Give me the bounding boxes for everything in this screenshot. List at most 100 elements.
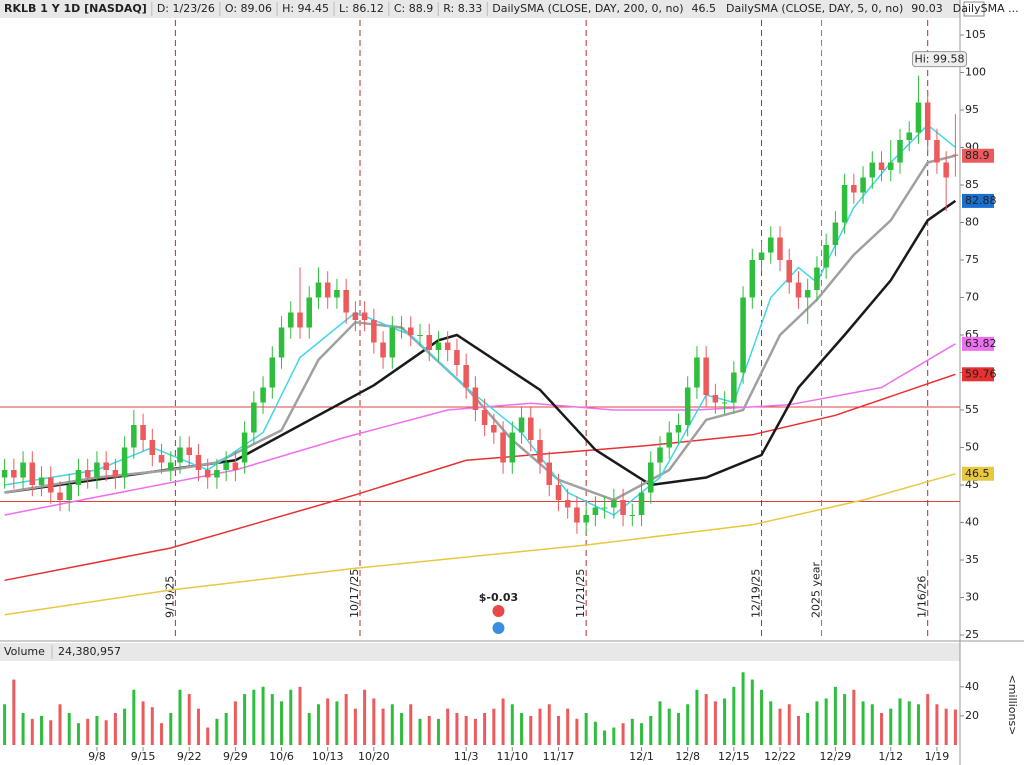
event-label: 10/17/25 — [348, 569, 361, 618]
candle-body — [454, 350, 460, 365]
volume-bar — [270, 694, 274, 745]
candle-body — [878, 162, 885, 170]
volume-bar — [316, 704, 320, 745]
volume-bar — [196, 708, 200, 745]
candle-body — [204, 470, 211, 478]
x-tick-label: 1/12 — [878, 750, 903, 763]
event-label: 2025 year — [810, 561, 823, 618]
event-label: 12/19/25 — [750, 569, 763, 618]
x-tick-label: 12/15 — [718, 750, 750, 763]
volume-bar — [538, 708, 542, 745]
candle-body — [103, 462, 109, 470]
volume-bar — [104, 720, 108, 745]
volume-bar — [344, 694, 348, 745]
candle-body — [703, 357, 709, 395]
volume-bar — [326, 698, 330, 745]
volume-bar — [741, 672, 745, 745]
candle-body — [168, 462, 174, 470]
x-tick-label: 9/29 — [223, 750, 248, 763]
volume-bar — [206, 727, 210, 745]
x-tick-label: 11/17 — [543, 750, 575, 763]
volume-bar — [520, 713, 524, 745]
candle-body — [648, 462, 654, 493]
volume-bar — [215, 718, 219, 745]
y-tick-label: 45 — [965, 478, 979, 491]
candle-body — [20, 462, 26, 478]
candle-body — [131, 425, 137, 448]
x-tick-label: 11/3 — [454, 750, 479, 763]
price-tag — [962, 367, 994, 382]
candle-body — [952, 154, 959, 156]
x-tick-label: 9/22 — [177, 750, 202, 763]
header-readout: R: 8.33 — [443, 2, 482, 15]
volume-bar — [86, 718, 90, 745]
volume-bar — [160, 723, 164, 745]
volume-bar — [501, 698, 505, 745]
volume-bar — [713, 701, 717, 745]
candle-body — [417, 335, 423, 336]
high-marker-box — [911, 51, 967, 68]
volume-bar — [732, 686, 736, 745]
candle-body — [112, 470, 119, 478]
candle-body — [583, 515, 589, 523]
candle-body — [592, 507, 599, 515]
y-tick-label: 25 — [965, 628, 979, 641]
x-tick-label: 12/8 — [675, 750, 700, 763]
candle-body — [731, 372, 737, 403]
candle-body — [371, 320, 377, 343]
volume-bar — [436, 718, 440, 745]
price-tag-label: 46.5 — [965, 467, 990, 480]
candle-body — [66, 485, 72, 500]
volume-bar — [132, 689, 136, 745]
volume-bar — [778, 708, 782, 745]
candle-body — [48, 477, 54, 493]
volume-bar — [21, 713, 25, 745]
y-tick-label: 80 — [965, 216, 979, 229]
volume-bar — [898, 698, 902, 745]
volume-bar — [243, 694, 247, 745]
volume-bar — [510, 704, 514, 745]
volume-bar — [658, 701, 662, 745]
volume-bar — [252, 689, 256, 745]
candle-body — [546, 462, 552, 485]
y-tick-label: 30 — [965, 591, 979, 604]
volume-bar — [695, 689, 699, 745]
volume-bar — [483, 713, 487, 745]
candle-body — [915, 102, 922, 133]
volume-bar — [824, 698, 828, 745]
volume-bar — [289, 689, 293, 745]
candle-body — [860, 177, 866, 193]
volume-bar — [575, 718, 579, 745]
study-readout: 90.03 — [911, 2, 943, 15]
y-tick-label: 55 — [965, 403, 979, 416]
sma-line — [4, 473, 956, 616]
candle-body — [537, 440, 543, 463]
volume-bar — [113, 713, 117, 745]
candle-body — [398, 327, 405, 329]
price-tag — [962, 148, 994, 163]
candle-body — [278, 327, 285, 358]
candle-body — [140, 425, 146, 440]
volume-y-tick-label: 40 — [965, 680, 979, 693]
x-tick-label: 9/15 — [131, 750, 156, 763]
sma-line — [4, 373, 956, 582]
candle-body — [851, 185, 857, 193]
settings-button[interactable] — [963, 1, 985, 17]
y-tick-label: 105 — [965, 28, 986, 41]
volume-bar — [935, 704, 939, 745]
candle-body — [463, 365, 469, 388]
volume-bar — [67, 713, 71, 745]
header-readout: RKLB 1 Y 1D [NASDAQ] — [4, 2, 147, 15]
volume-bar — [907, 701, 911, 745]
volume-bar — [30, 718, 34, 745]
candle-body — [288, 312, 294, 328]
y-tick-label: 40 — [965, 516, 979, 529]
volume-bar — [307, 713, 311, 745]
volume-bar — [400, 713, 404, 745]
volume-bar — [473, 718, 477, 745]
y-tick-label: 70 — [965, 291, 979, 304]
candle-body — [528, 417, 534, 440]
candle-body — [260, 387, 266, 403]
price-tag — [962, 466, 994, 481]
candle-body — [555, 485, 562, 500]
